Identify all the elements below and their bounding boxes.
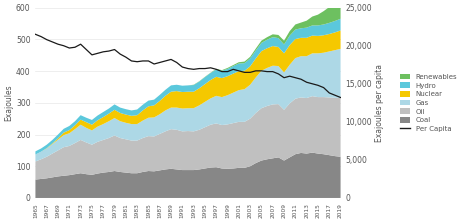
Y-axis label: Exajoules per capita: Exajoules per capita bbox=[375, 64, 384, 142]
Y-axis label: Exajoules: Exajoules bbox=[4, 85, 13, 121]
Legend: Renewables, Hydro, Nuclear, Gas, Oil, Coal, Per Capita: Renewables, Hydro, Nuclear, Gas, Oil, Co… bbox=[399, 72, 459, 133]
